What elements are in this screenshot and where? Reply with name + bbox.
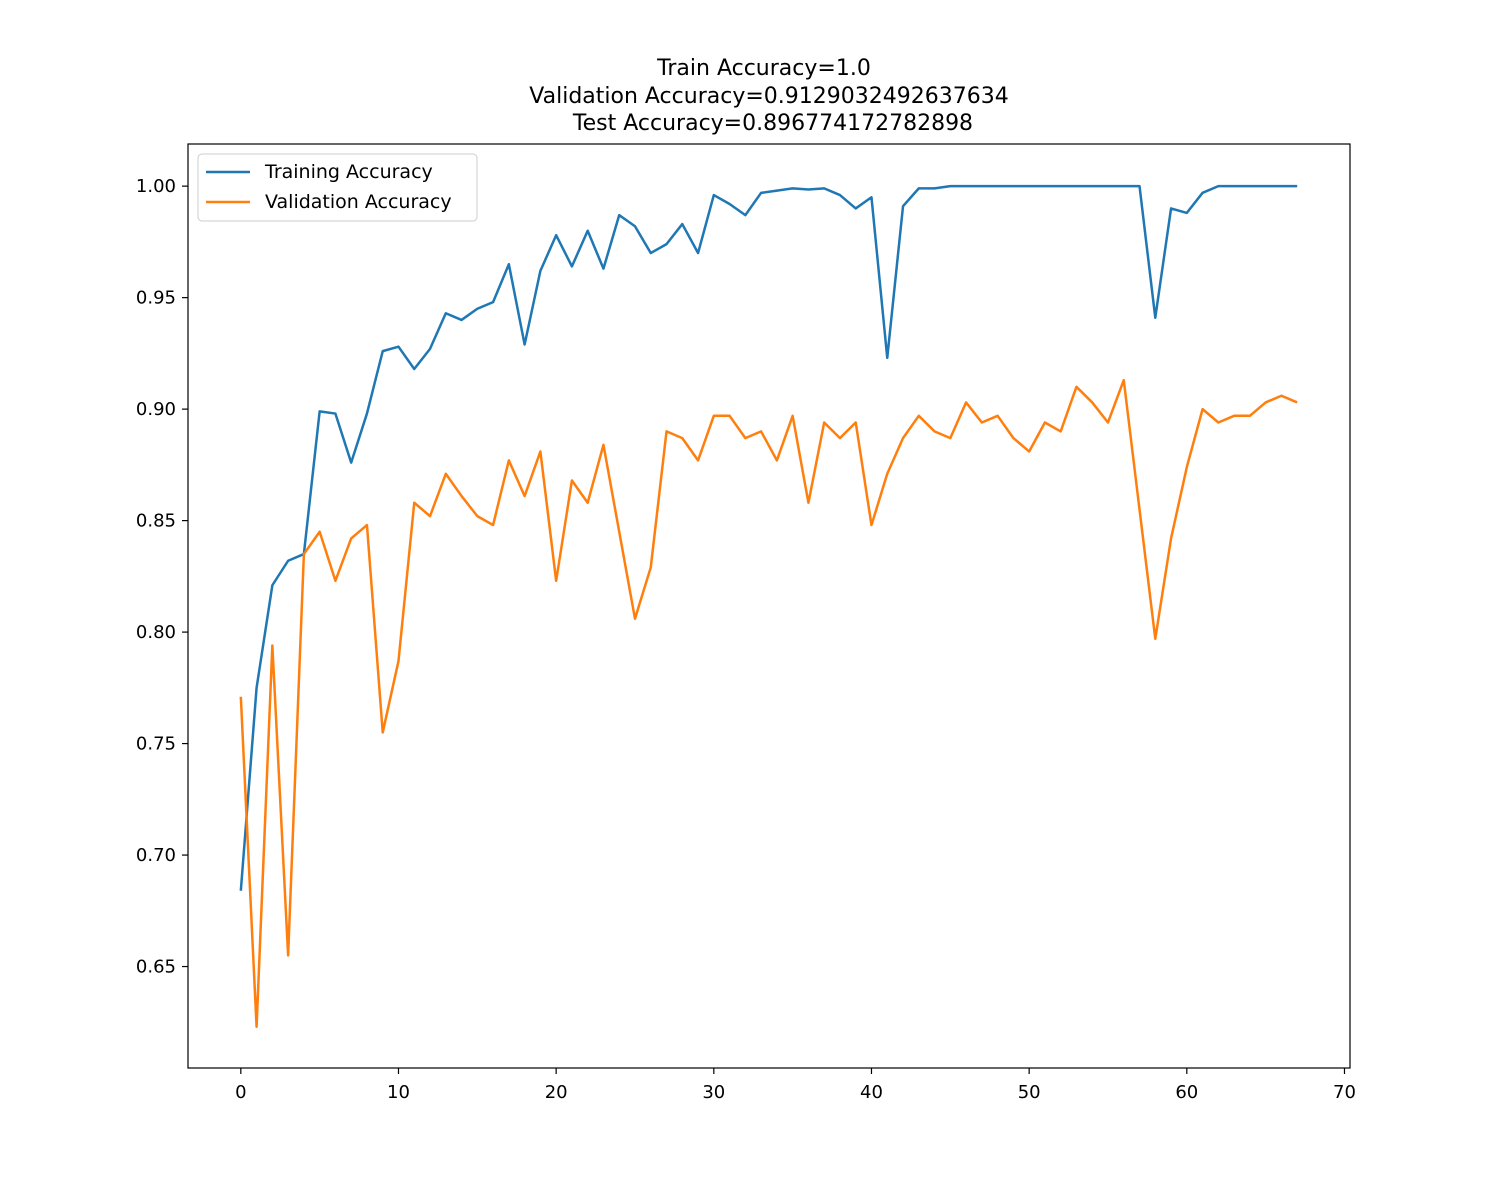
y-tick-label: 0.65 <box>136 957 176 978</box>
y-tick-label: 0.80 <box>136 622 176 643</box>
y-tick-label: 0.90 <box>136 399 176 420</box>
x-tick-label: 0 <box>235 1082 246 1103</box>
y-tick-label: 0.85 <box>136 511 176 532</box>
axes-frame <box>187 143 1351 1069</box>
legend-label-validation: Validation Accuracy <box>265 191 452 213</box>
x-tick-label: 50 <box>1018 1082 1041 1103</box>
x-tick-label: 60 <box>1175 1082 1198 1103</box>
legend-box <box>197 153 478 222</box>
y-axis: 0.65 0.70 0.75 0.80 0.85 0.90 0.95 1.00 <box>136 176 188 978</box>
legend: Training Accuracy Validation Accuracy <box>197 153 478 222</box>
series-line-training <box>239 184 1298 891</box>
y-tick-label: 1.00 <box>136 176 176 197</box>
series-line-validation <box>239 378 1298 1028</box>
plot-area <box>239 184 1298 1028</box>
x-tick-label: 70 <box>1333 1082 1356 1103</box>
x-axis: 0 10 20 30 40 50 60 70 <box>235 1068 1356 1103</box>
y-tick-label: 0.70 <box>136 845 176 866</box>
title-line-3: Test Accuracy=0.896774172782898 <box>572 111 973 136</box>
title-line-2: Validation Accuracy=0.9129032492637634 <box>529 84 1008 109</box>
legend-label-training: Training Accuracy <box>264 161 433 183</box>
title-line-1: Train Accuracy=1.0 <box>656 56 871 81</box>
x-tick-label: 30 <box>702 1082 725 1103</box>
x-tick-label: 20 <box>545 1082 568 1103</box>
y-tick-label: 0.75 <box>136 734 176 755</box>
x-tick-label: 10 <box>387 1082 410 1103</box>
y-tick-label: 0.95 <box>136 288 176 309</box>
x-tick-label: 40 <box>860 1082 883 1103</box>
chart-title: Train Accuracy=1.0 Validation Accuracy=0… <box>529 56 1008 136</box>
